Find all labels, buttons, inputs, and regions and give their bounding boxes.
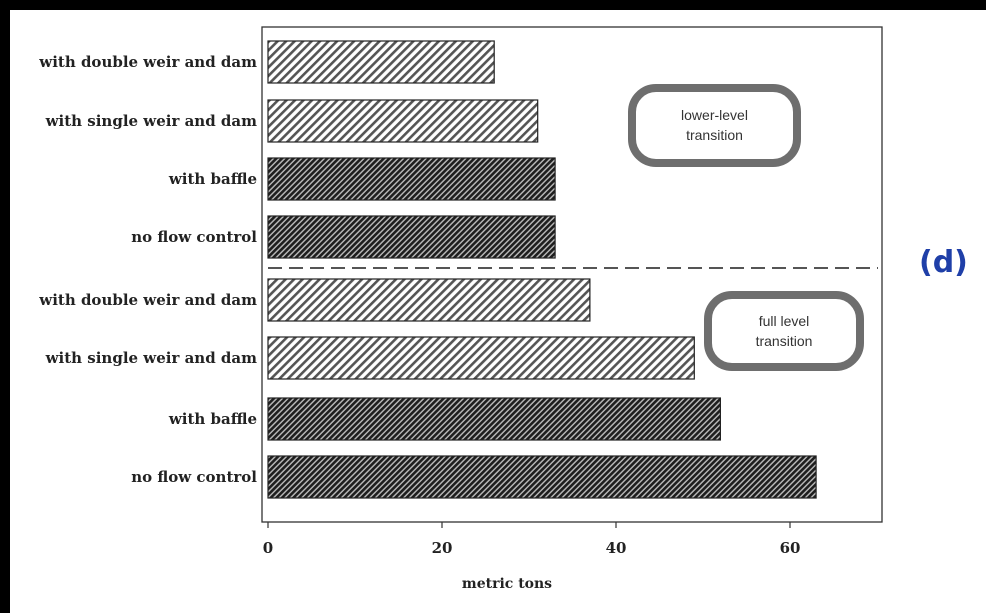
- category-label-full-no-flow-control: no flow control: [131, 468, 257, 486]
- bar-lower-with-baffle: [267, 157, 556, 201]
- bar-full-with-single-weir-and-dam: [267, 336, 695, 380]
- chart-marks: with double weir and dam with single weir…: [38, 40, 817, 557]
- category-label-lower-with-baffle: with baffle: [168, 170, 257, 188]
- lower-level-transition-label: lower-level transition: [681, 107, 748, 143]
- plot-area: [261, 26, 883, 523]
- bar-lower-with-double-weir-and-dam: [267, 40, 495, 84]
- x-tick-label-40: 40: [606, 539, 627, 557]
- bar-lower-with-single-weir-and-dam: [267, 99, 539, 143]
- category-label-lower-with-double-weir-and-dam: with double weir and dam: [38, 53, 257, 71]
- annotation-line-2: transition: [686, 127, 743, 143]
- annotation-line-2: transition: [756, 333, 813, 349]
- lower-level-transition-box: [628, 84, 801, 167]
- x-tick-label-0: 0: [263, 539, 273, 557]
- category-label-full-with-double-weir-and-dam: with double weir and dam: [38, 291, 257, 309]
- bar-chart: lower-level transition full level transiti…: [38, 26, 968, 592]
- bar-lower-no-flow-control: [267, 215, 556, 259]
- panel-label: (d): [919, 245, 968, 280]
- full-level-transition-box: [704, 291, 864, 371]
- category-label-full-with-baffle: with baffle: [168, 410, 257, 428]
- category-label-lower-no-flow-control: no flow control: [131, 228, 257, 246]
- category-label-full-with-single-weir-and-dam: with single weir and dam: [45, 349, 257, 367]
- category-label-lower-with-single-weir-and-dam: with single weir and dam: [45, 112, 257, 130]
- x-tick-label-60: 60: [780, 539, 801, 557]
- bar-full-with-double-weir-and-dam: [267, 278, 591, 322]
- bar-full-with-baffle: [267, 397, 721, 441]
- x-tick-label-20: 20: [432, 539, 453, 557]
- full-level-transition-label: full level transition: [756, 313, 813, 349]
- bar-full-no-flow-control: [267, 455, 817, 499]
- chart-frame: lower-level transition full level transiti…: [10, 10, 986, 613]
- annotation-line-1: full level: [759, 313, 810, 329]
- x-axis-label: metric tons: [462, 576, 552, 592]
- annotation-line-1: lower-level: [681, 107, 748, 123]
